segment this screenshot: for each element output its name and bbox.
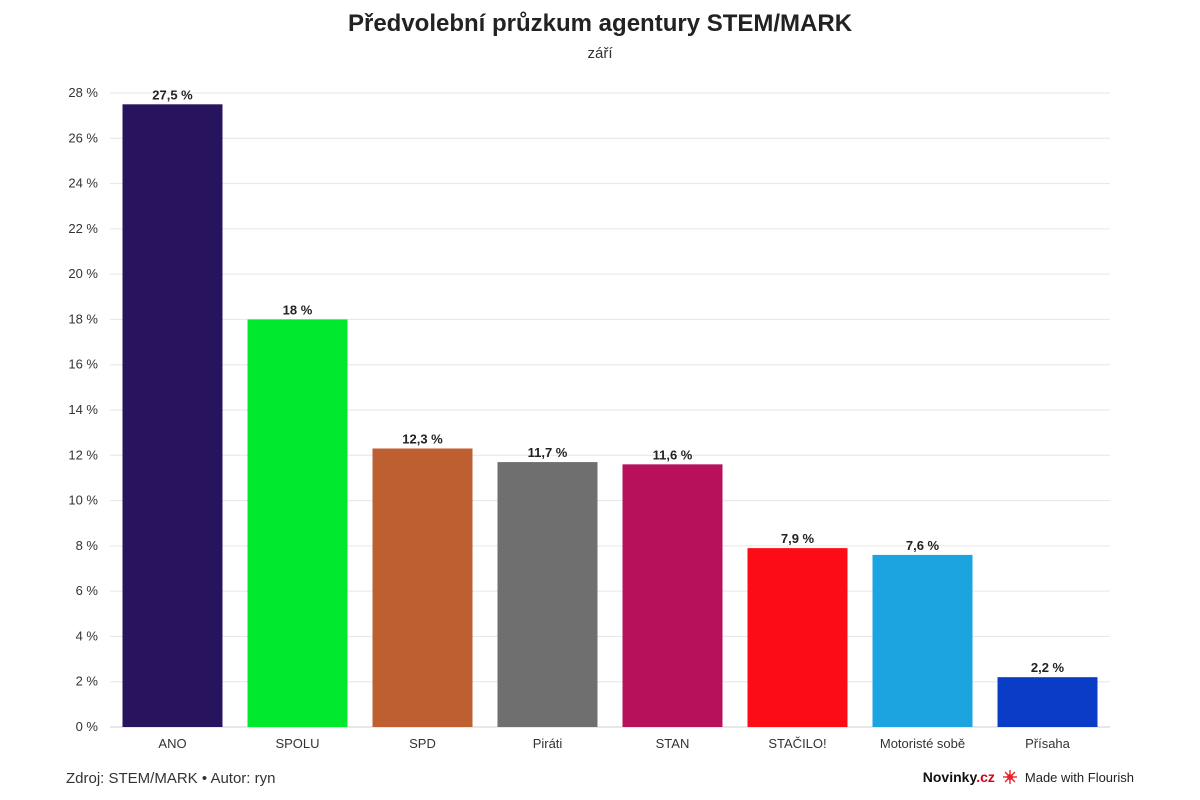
bar (122, 104, 223, 728)
y-tick-label: 2 % (76, 674, 99, 689)
novinky-logo[interactable]: Novinky.cz (923, 769, 995, 785)
y-tick-label: 14 % (68, 402, 98, 417)
y-tick-label: 4 % (76, 628, 99, 643)
source-credit: Zdroj: STEM/MARK • Autor: ryn (66, 770, 276, 787)
data-label: 7,6 % (906, 538, 940, 553)
y-tick-label: 20 % (68, 266, 98, 281)
y-tick-label: 28 % (68, 85, 98, 100)
x-tick-label: Piráti (533, 736, 563, 751)
y-tick-label: 0 % (76, 719, 99, 734)
bar (622, 464, 723, 727)
data-label: 2,2 % (1031, 660, 1065, 675)
bar (747, 548, 848, 727)
y-tick-label: 26 % (68, 130, 98, 145)
y-tick-label: 16 % (68, 357, 98, 372)
x-tick-label: Přísaha (1025, 736, 1071, 751)
y-tick-label: 22 % (68, 221, 98, 236)
y-tick-label: 12 % (68, 447, 98, 462)
x-tick-label: ANO (158, 736, 186, 751)
chart-subtitle: září (587, 45, 613, 62)
y-tick-label: 24 % (68, 176, 98, 191)
data-label: 7,9 % (781, 531, 815, 546)
y-tick-label: 18 % (68, 311, 98, 326)
brand-accent: .cz (976, 769, 995, 785)
data-label: 11,7 % (528, 445, 568, 460)
bar (372, 448, 473, 727)
data-label: 12,3 % (402, 431, 443, 446)
chart-title: Předvolební průzkum agentury STEM/MARK (347, 10, 853, 37)
bar (872, 554, 973, 727)
x-tick-label: SPD (409, 736, 436, 751)
x-tick-label: STAN (656, 736, 690, 751)
bar (497, 462, 598, 727)
y-tick-label: 10 % (68, 493, 98, 508)
bar (247, 319, 348, 727)
brand-main: Novinky (922, 769, 977, 785)
x-tick-label: STAČILO! (768, 736, 826, 751)
x-tick-label: Motoristé sobě (880, 736, 965, 751)
data-label: 11,6 % (653, 447, 693, 462)
made-with-flourish-link[interactable]: Made with Flourish (1024, 769, 1134, 785)
footer-branding: Novinky.cz Made with Flourish (923, 769, 1134, 785)
y-tick-label: 8 % (76, 538, 99, 553)
x-tick-label: SPOLU (275, 736, 319, 751)
flourish-icon (1002, 770, 1017, 784)
y-tick-label: 6 % (76, 583, 99, 598)
bar (997, 677, 1098, 727)
data-label: 27,5 % (152, 87, 193, 102)
data-label: 18 % (283, 302, 313, 317)
